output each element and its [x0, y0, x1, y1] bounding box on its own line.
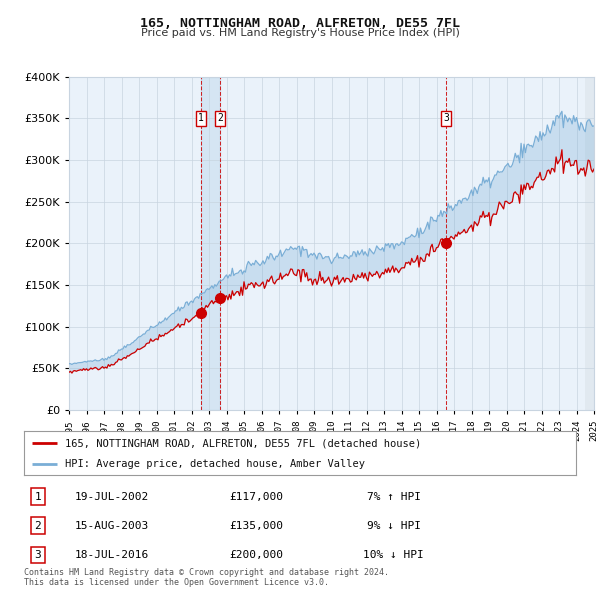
- Text: 10% ↓ HPI: 10% ↓ HPI: [364, 550, 424, 560]
- Text: 19-JUL-2002: 19-JUL-2002: [75, 491, 149, 502]
- Text: 2: 2: [217, 113, 223, 123]
- Text: 15-AUG-2003: 15-AUG-2003: [75, 521, 149, 531]
- Text: 7% ↑ HPI: 7% ↑ HPI: [367, 491, 421, 502]
- Bar: [201, 77, 220, 410]
- Text: 9% ↓ HPI: 9% ↓ HPI: [367, 521, 421, 531]
- Text: 2: 2: [34, 521, 41, 531]
- Text: 3: 3: [34, 550, 41, 560]
- Text: £117,000: £117,000: [229, 491, 283, 502]
- Text: £200,000: £200,000: [229, 550, 283, 560]
- Text: 165, NOTTINGHAM ROAD, ALFRETON, DE55 7FL (detached house): 165, NOTTINGHAM ROAD, ALFRETON, DE55 7FL…: [65, 438, 422, 448]
- Text: Contains HM Land Registry data © Crown copyright and database right 2024.
This d: Contains HM Land Registry data © Crown c…: [24, 568, 389, 587]
- Text: 165, NOTTINGHAM ROAD, ALFRETON, DE55 7FL: 165, NOTTINGHAM ROAD, ALFRETON, DE55 7FL: [140, 17, 460, 30]
- Text: £135,000: £135,000: [229, 521, 283, 531]
- Text: HPI: Average price, detached house, Amber Valley: HPI: Average price, detached house, Ambe…: [65, 459, 365, 469]
- Text: 1: 1: [198, 113, 204, 123]
- Text: Price paid vs. HM Land Registry's House Price Index (HPI): Price paid vs. HM Land Registry's House …: [140, 28, 460, 38]
- Text: 1: 1: [34, 491, 41, 502]
- Text: 18-JUL-2016: 18-JUL-2016: [75, 550, 149, 560]
- Text: 3: 3: [443, 113, 449, 123]
